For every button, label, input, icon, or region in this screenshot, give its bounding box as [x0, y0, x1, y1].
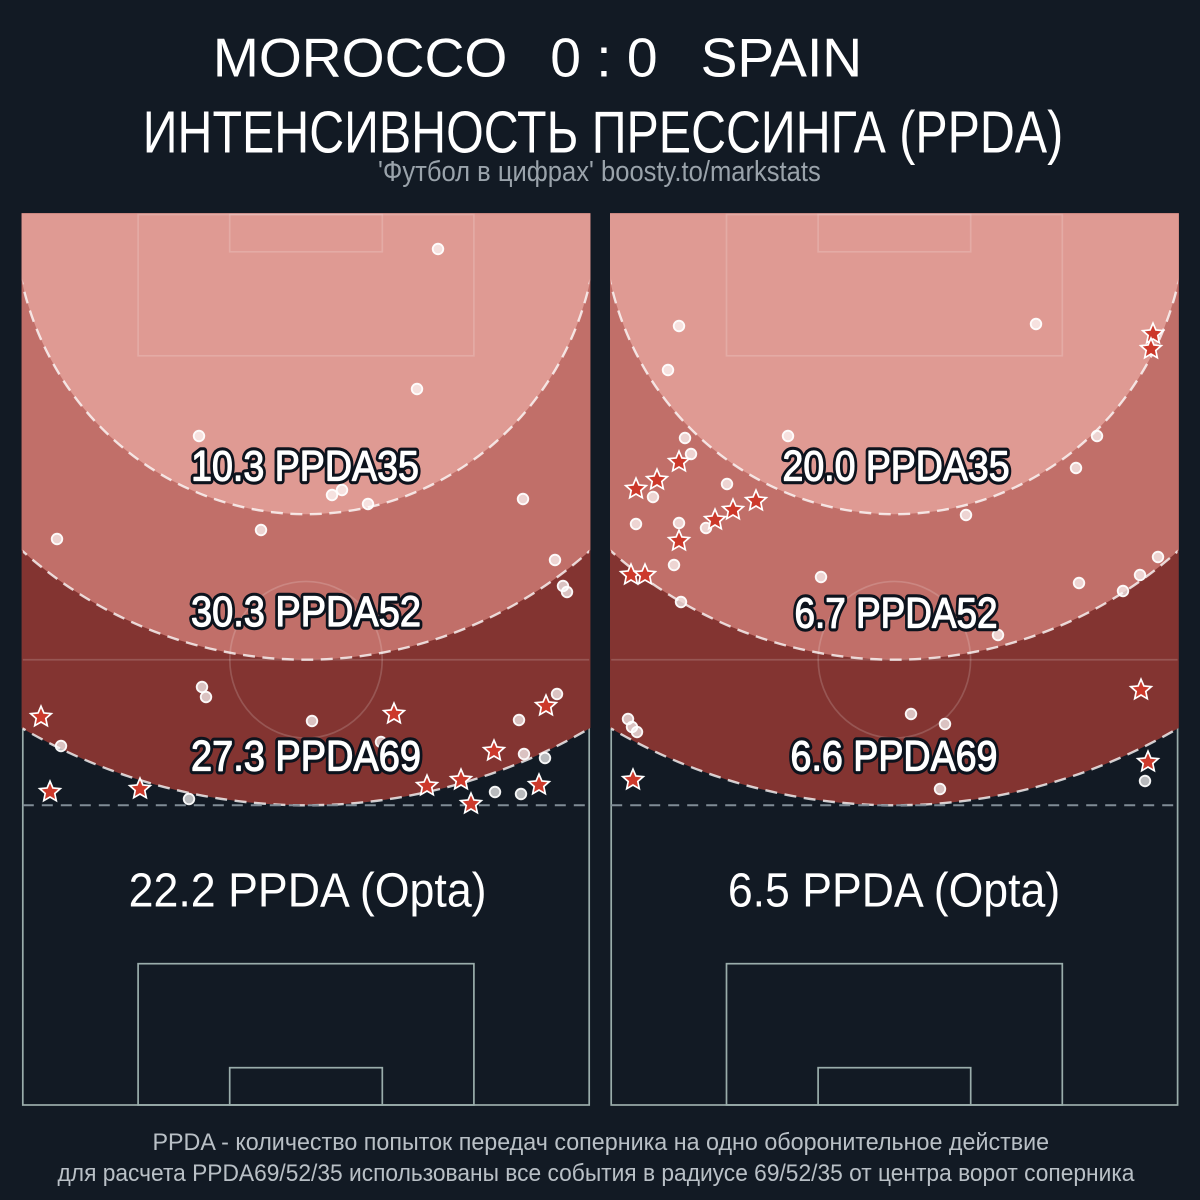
svg-text:6.7 PPDA52: 6.7 PPDA52 [795, 590, 998, 637]
svg-text:6.7 PPDA52: 6.7 PPDA52 [795, 590, 998, 637]
svg-text:ИНТЕНСИВНОСТЬ ПРЕССИНГА (PPDA): ИНТЕНСИВНОСТЬ ПРЕССИНГА (PPDA) [143, 100, 1063, 166]
svg-text:6.6 PPDA69: 6.6 PPDA69 [791, 734, 998, 781]
svg-text:22.2 PPDA (Opta): 22.2 PPDA (Opta) [129, 863, 487, 917]
svg-text:20.0 PPDA35: 20.0 PPDA35 [782, 444, 1009, 491]
svg-text:10.3 PPDA35: 10.3 PPDA35 [191, 444, 419, 491]
svg-text:MOROCCO 0 : 0 SPAIN: MOROCCO 0 : 0 SPAIN [213, 27, 862, 88]
svg-text:30.3 PPDA52: 30.3 PPDA52 [191, 588, 421, 635]
svg-text:20.0 PPDA35: 20.0 PPDA35 [782, 444, 1009, 491]
svg-text:6.5 PPDA (Opta): 6.5 PPDA (Opta) [728, 863, 1060, 917]
svg-text:30.3 PPDA52: 30.3 PPDA52 [191, 588, 421, 635]
svg-text:для расчета PPDA69/52/35 испол: для расчета PPDA69/52/35 использованы вс… [58, 1159, 1135, 1186]
svg-text:PPDA - количество попыток пере: PPDA - количество попыток передач соперн… [152, 1130, 1049, 1156]
svg-text:'Футбол в цифрах' boosty.to/ma: 'Футбол в цифрах' boosty.to/markstats [378, 154, 821, 187]
svg-text:27.3 PPDA69: 27.3 PPDA69 [191, 733, 421, 780]
svg-text:10.3 PPDA35: 10.3 PPDA35 [191, 444, 419, 491]
svg-text:27.3 PPDA69: 27.3 PPDA69 [191, 733, 421, 780]
svg-text:6.6 PPDA69: 6.6 PPDA69 [791, 734, 998, 781]
